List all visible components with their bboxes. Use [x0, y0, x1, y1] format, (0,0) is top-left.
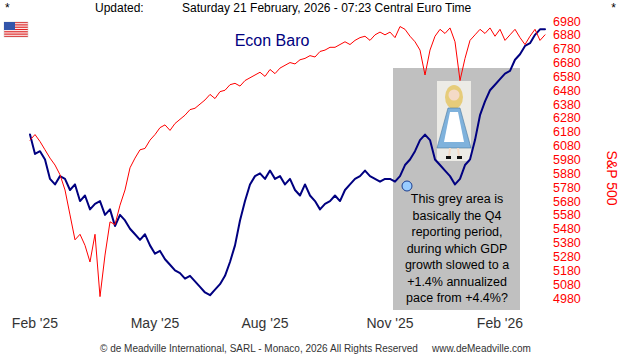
y-tick-label: 6280 [553, 111, 581, 125]
y-tick-label: 5380 [553, 236, 581, 250]
x-tick-label: Feb '26 [477, 315, 523, 331]
y-tick-label: 6680 [553, 56, 581, 70]
y-tick-label: 5080 [553, 278, 581, 292]
annotation: during which GDP [407, 242, 508, 256]
smiley-icon [402, 181, 412, 191]
x-tick-label: Feb '25 [12, 315, 58, 331]
y-tick-label: 6880 [553, 28, 581, 42]
footer-text: All Rights Reserved [330, 343, 418, 354]
y-tick-label: 5680 [553, 195, 581, 209]
annotation: This grey area is [411, 192, 503, 206]
y-tick-label: 4980 [553, 292, 581, 306]
background [0, 0, 623, 358]
x-tick-label: Nov '25 [366, 315, 413, 331]
y-tick-label: 5780 [553, 181, 581, 195]
y-tick-label: 6380 [553, 98, 581, 112]
x-tick-label: May '25 [131, 315, 180, 331]
face [449, 90, 460, 101]
annotation: reporting period, [411, 225, 502, 239]
shoe [457, 156, 462, 159]
title: Econ Baro [235, 32, 310, 49]
footer-text: © de Meadville International, SARL - Mon… [100, 343, 328, 354]
y-tick-label: 6480 [553, 84, 581, 98]
hair [445, 85, 463, 109]
y-tick-label: 5580 [553, 208, 581, 222]
y-tick-label: 5480 [553, 222, 581, 236]
plot-area [30, 27, 545, 297]
y-tick-label: 5280 [553, 250, 581, 264]
shoe [446, 156, 451, 159]
y-tick-label: 5880 [553, 167, 581, 181]
y-tick-label: 6080 [553, 139, 581, 153]
illustration-bg [437, 81, 471, 161]
y-tick-label: 5980 [553, 153, 581, 167]
flag-canton [4, 22, 15, 30]
x-tick-label: Aug '25 [241, 315, 288, 331]
header-text: Updated: [95, 1, 144, 15]
annotation: basically the Q4 [413, 209, 502, 223]
header-text: * [5, 1, 10, 15]
shaded-period [393, 68, 520, 310]
y-tick-label: 6780 [553, 42, 581, 56]
series-line [30, 27, 545, 297]
annotation: growth slowed to a [405, 258, 509, 272]
header-text: Saturday 21 February, 2026 - 07:23 Centr… [182, 1, 472, 15]
flag [4, 22, 28, 37]
y-tick-label: 5180 [553, 264, 581, 278]
leg [458, 148, 459, 157]
y-tick-label: 6980 [553, 15, 581, 29]
dress [437, 108, 471, 148]
series-line [30, 29, 545, 295]
y-tick-label: 6180 [553, 125, 581, 139]
header-text: * [611, 1, 616, 15]
flag-stripe [4, 31, 28, 32]
footer-text: www.deMeadville.com [431, 343, 531, 354]
chart: * Updated: Saturday 21 February, 2026 - 07… [0, 0, 623, 358]
flag-stripe [4, 34, 28, 35]
annotation: pace from +4.4%? [406, 291, 508, 305]
flag-border [4, 22, 28, 37]
leg [449, 148, 450, 157]
y-axis-label: S&P 500 [604, 150, 620, 205]
annotation: +1.4% annualized [407, 275, 507, 289]
apron [444, 112, 464, 142]
illustration [437, 81, 471, 161]
y-tick-label: 6580 [553, 70, 581, 84]
